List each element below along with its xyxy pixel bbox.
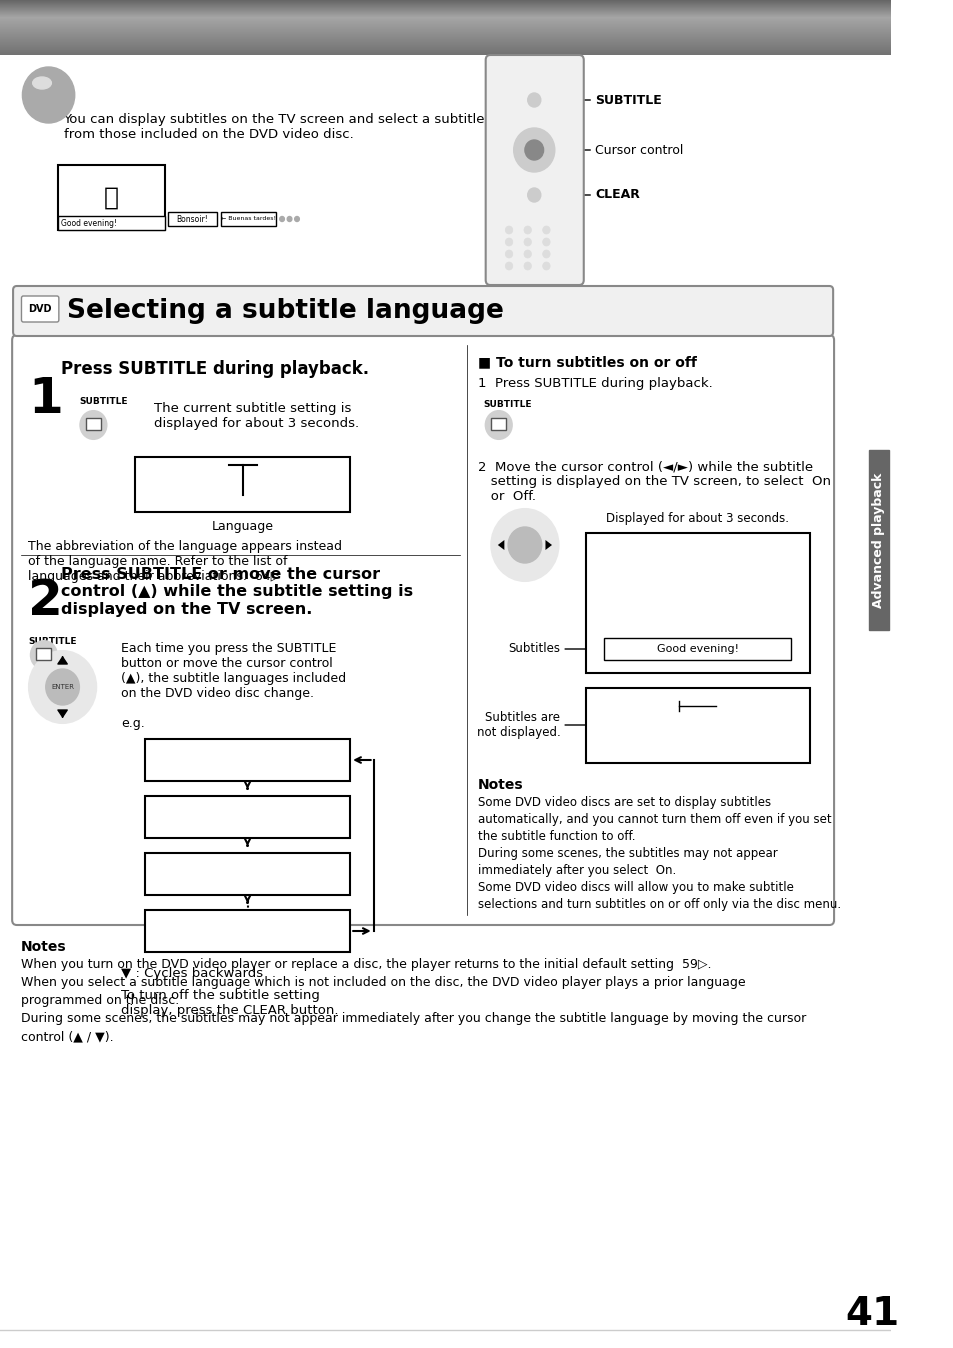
Bar (168, 212, 216, 226)
Circle shape (22, 67, 74, 123)
Text: 2  Move the cursor control (◄/►) while the subtitle
   setting is displayed on t: 2 Move the cursor control (◄/►) while th… (477, 460, 830, 503)
Text: Subtitles are
not displayed.: Subtitles are not displayed. (476, 710, 559, 739)
Text: The current subtitle setting is
displayed for about 3 seconds.: The current subtitle setting is displaye… (154, 402, 359, 430)
Text: To turn off the subtitle setting
display, press the CLEAR button.: To turn off the subtitle setting display… (121, 989, 338, 1016)
Bar (585, 532, 809, 673)
Circle shape (485, 411, 512, 439)
Circle shape (279, 217, 284, 221)
Circle shape (524, 140, 543, 160)
Circle shape (505, 262, 512, 270)
Text: 1  Press SUBTITLE during playback.: 1 Press SUBTITLE during playback. (477, 377, 712, 390)
Text: 👥: 👥 (104, 186, 119, 209)
FancyBboxPatch shape (13, 286, 832, 336)
Bar (36, 648, 51, 661)
Text: DVD: DVD (29, 305, 51, 314)
Text: Displayed for about 3 seconds.: Displayed for about 3 seconds. (605, 512, 788, 524)
Bar (145, 853, 350, 895)
Circle shape (46, 669, 79, 705)
Circle shape (523, 262, 531, 270)
FancyBboxPatch shape (22, 297, 59, 322)
Text: SUBTITLE: SUBTITLE (28, 638, 76, 646)
Text: Press SUBTITLE or move the cursor
control (▲) while the subtitle setting is
disp: Press SUBTITLE or move the cursor contro… (61, 568, 413, 617)
Circle shape (491, 510, 558, 581)
Circle shape (29, 651, 96, 723)
Text: Press SUBTITLE during playback.: Press SUBTITLE during playback. (61, 360, 369, 377)
Text: Subtitles: Subtitles (508, 643, 559, 655)
Bar (86, 418, 101, 430)
Bar (145, 910, 350, 952)
Text: ■ To turn subtitles on or off: ■ To turn subtitles on or off (477, 355, 697, 369)
Circle shape (505, 226, 512, 235)
Bar (58, 216, 165, 231)
Bar (585, 687, 809, 763)
Circle shape (542, 262, 550, 270)
Text: CLEAR: CLEAR (595, 189, 639, 201)
Bar (491, 418, 506, 430)
Text: ← Buenas tardes!: ← Buenas tardes! (221, 217, 275, 221)
Bar (603, 638, 790, 661)
Bar (868, 450, 888, 630)
Text: 2: 2 (28, 577, 63, 625)
Text: SUBTITLE: SUBTITLE (79, 398, 128, 406)
Circle shape (30, 642, 57, 669)
Polygon shape (58, 710, 67, 717)
Text: 1: 1 (28, 375, 63, 423)
Circle shape (542, 239, 550, 245)
Circle shape (513, 128, 555, 173)
Circle shape (505, 249, 512, 257)
Circle shape (542, 249, 550, 257)
Text: Advanced playback: Advanced playback (871, 472, 884, 608)
Circle shape (80, 411, 107, 439)
Bar (145, 739, 350, 780)
Text: When you turn on the DVD video player or replace a disc, the player returns to t: When you turn on the DVD video player or… (21, 958, 805, 1043)
Text: Bonsoir!: Bonsoir! (176, 214, 208, 224)
Text: Each time you press the SUBTITLE
button or move the cursor control
(▲), the subt: Each time you press the SUBTITLE button … (121, 642, 346, 700)
Text: ▼ : Cycles backwards: ▼ : Cycles backwards (121, 967, 263, 980)
Circle shape (287, 217, 292, 221)
Text: e.g.: e.g. (121, 717, 145, 731)
Circle shape (294, 217, 299, 221)
Text: Good evening!: Good evening! (656, 644, 738, 654)
Bar (221, 212, 275, 226)
Circle shape (527, 187, 540, 202)
Text: Cursor control: Cursor control (595, 143, 682, 156)
Text: You can display subtitles on the TV screen and select a subtitle language
from t: You can display subtitles on the TV scre… (64, 113, 551, 142)
Circle shape (523, 226, 531, 235)
Text: The abbreviation of the language appears instead
of the language name. Refer to : The abbreviation of the language appears… (28, 541, 342, 582)
Bar (145, 797, 350, 838)
Circle shape (523, 239, 531, 245)
Circle shape (527, 93, 540, 106)
Text: Some DVD video discs are set to display subtitles
automatically, and you cannot : Some DVD video discs are set to display … (477, 797, 841, 911)
Text: SUBTITLE: SUBTITLE (482, 400, 531, 408)
Text: Notes: Notes (21, 940, 66, 954)
Text: 41: 41 (844, 1295, 899, 1333)
Ellipse shape (32, 77, 51, 89)
Polygon shape (497, 541, 504, 550)
Circle shape (523, 249, 531, 257)
Text: Notes: Notes (477, 778, 523, 793)
Text: ENTER: ENTER (51, 683, 74, 690)
Circle shape (542, 226, 550, 235)
Circle shape (505, 239, 512, 245)
Bar (58, 164, 165, 231)
Polygon shape (545, 541, 552, 550)
FancyBboxPatch shape (12, 336, 833, 925)
Text: SUBTITLE: SUBTITLE (595, 93, 661, 106)
Text: Good evening!: Good evening! (61, 218, 116, 228)
Text: Selecting a subtitle language: Selecting a subtitle language (67, 298, 503, 324)
FancyBboxPatch shape (485, 55, 583, 284)
Text: Language: Language (212, 520, 274, 532)
Circle shape (508, 527, 541, 563)
Bar (135, 457, 350, 512)
Polygon shape (58, 656, 67, 665)
